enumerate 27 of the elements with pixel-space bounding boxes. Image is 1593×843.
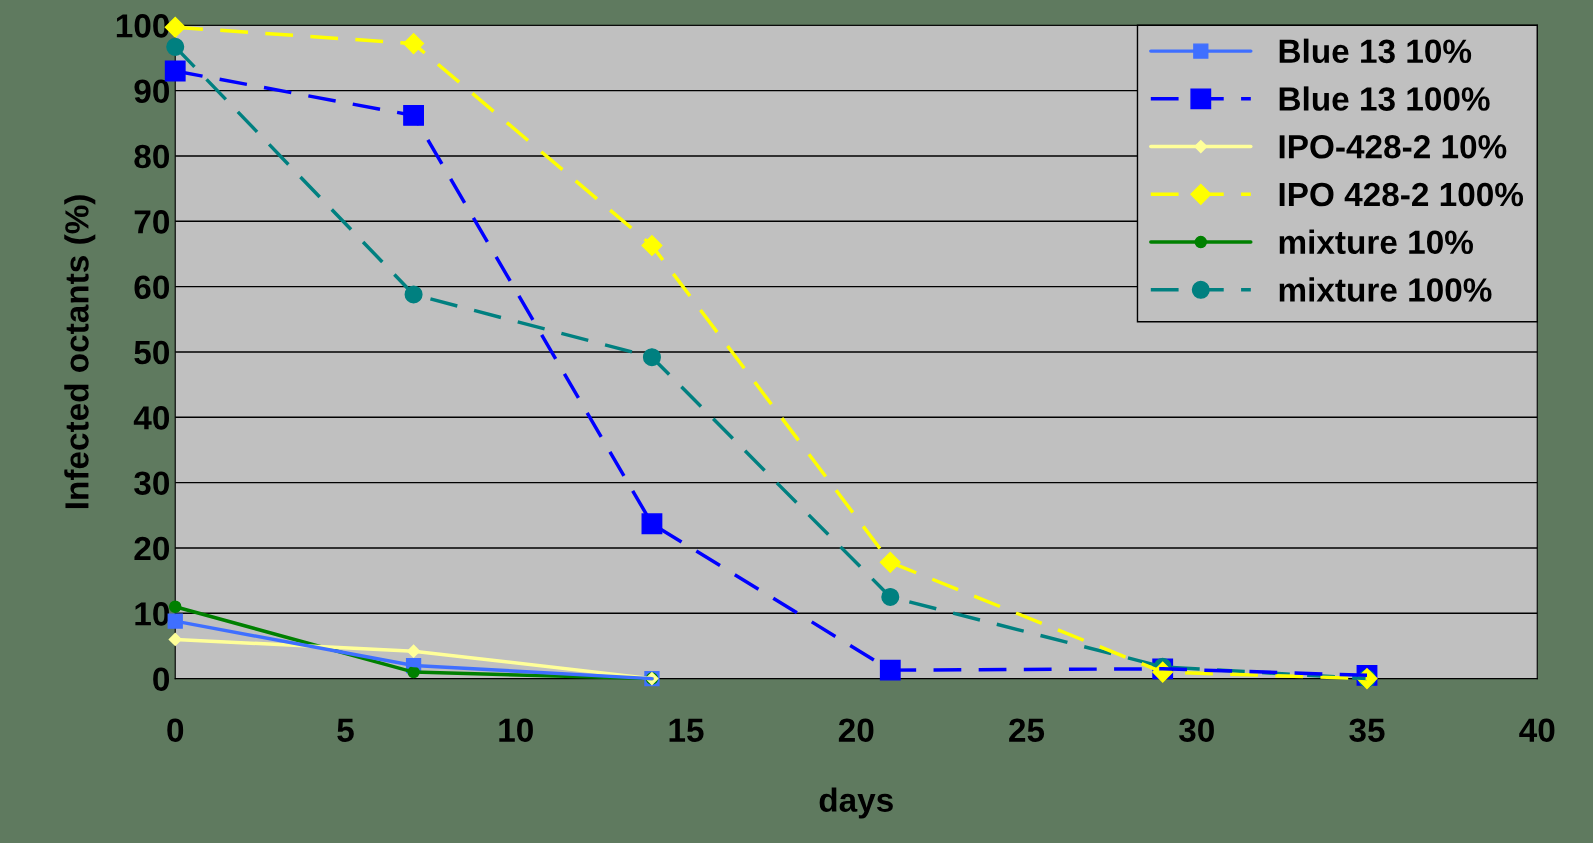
y-tick-label: 80 bbox=[134, 144, 170, 169]
x-tick-label: 20 bbox=[838, 718, 874, 742]
y-axis-title: Infected octants (%) bbox=[64, 195, 96, 509]
y-tick-label: 100 bbox=[116, 14, 170, 38]
legend-label: Blue 13 10% bbox=[1279, 38, 1472, 64]
x-tick-label: 10 bbox=[499, 718, 533, 742]
x-tick-label: 25 bbox=[1009, 718, 1045, 742]
x-axis-title: days bbox=[819, 787, 893, 819]
y-tick-label: 50 bbox=[134, 340, 170, 365]
x-tick-label: 30 bbox=[1178, 718, 1214, 743]
x-tick-label: 5 bbox=[337, 718, 354, 742]
legend-label: IPO-428-2 10% bbox=[1279, 134, 1507, 159]
y-tick-label: 90 bbox=[134, 79, 170, 104]
y-tick-label: 30 bbox=[134, 471, 170, 496]
x-tick-label: 35 bbox=[1349, 718, 1385, 743]
x-tick-label: 40 bbox=[1519, 718, 1555, 742]
y-tick-label: 40 bbox=[133, 406, 170, 430]
legend-label: mixture 10% bbox=[1279, 229, 1473, 255]
y-tick-label: 20 bbox=[134, 536, 170, 561]
y-tick-label: 60 bbox=[134, 275, 170, 300]
legend-label: Blue 13 100% bbox=[1279, 86, 1490, 111]
y-tick-label: 70 bbox=[134, 210, 170, 234]
y-tick-label: 0 bbox=[153, 667, 169, 692]
x-tick-label: 15 bbox=[669, 718, 704, 742]
legend-label: mixture 100% bbox=[1279, 277, 1492, 302]
legend-label: IPO 428-2 100% bbox=[1279, 182, 1524, 207]
y-tick-label: 10 bbox=[135, 602, 170, 626]
